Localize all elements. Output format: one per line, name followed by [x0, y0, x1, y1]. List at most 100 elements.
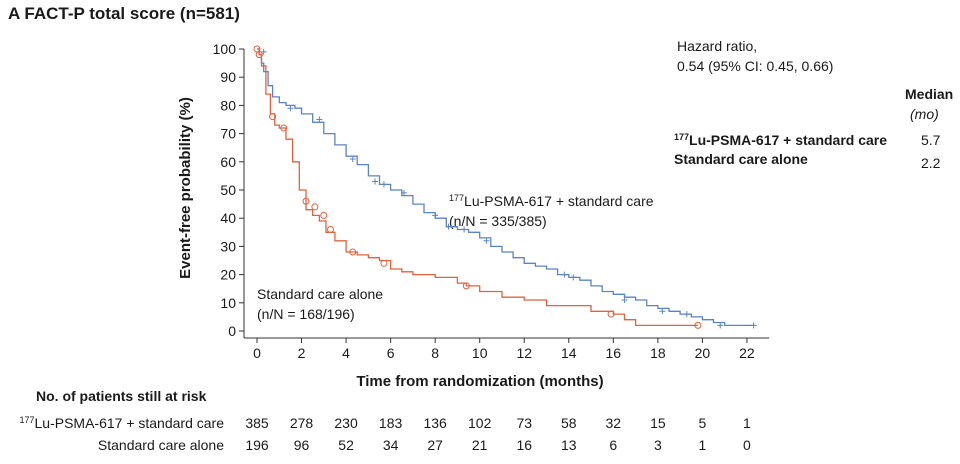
series-label-lu-n: (n/N = 335/385): [449, 213, 547, 229]
risk-cell: 5: [698, 415, 707, 431]
x-tick-label: 20: [695, 345, 711, 361]
risk-cell: 278: [289, 415, 314, 431]
risk-cell: 102: [468, 415, 492, 431]
x-tick-label: 18: [650, 345, 666, 361]
x-tick-label: 22: [739, 345, 755, 361]
x-axis-label: Time from randomization (months): [356, 373, 603, 390]
x-tick-label: 4: [342, 345, 350, 361]
risk-cell: 16: [516, 437, 533, 453]
risk-cell: 183: [378, 415, 403, 431]
risk-cell: 6: [609, 437, 618, 453]
series-label-lu: 177Lu-PSMA-617 + standard care: [449, 193, 654, 209]
censor-mark-sc: [269, 113, 277, 121]
censor-mark-lu: [561, 271, 568, 278]
series-label-lu-main: Lu-PSMA-617 + standard care: [464, 193, 654, 209]
hazard-ratio-title: Hazard ratio,: [677, 38, 758, 54]
risk-row-label-lu-text: Lu-PSMA-617 + standard care: [34, 415, 225, 431]
x-tick-label: 6: [387, 345, 395, 361]
censor-mark-sc: [607, 310, 615, 318]
risk-cell: 73: [516, 415, 533, 431]
x-tick-label: 12: [516, 345, 532, 361]
risk-cell: 1: [743, 415, 751, 431]
y-tick-label: 80: [220, 97, 236, 113]
censor-mark-sc: [311, 203, 319, 211]
y-tick-label: 30: [220, 238, 236, 254]
risk-cell: 136: [423, 415, 447, 431]
x-tick-label: 16: [606, 345, 622, 361]
median-legend-lu-sup: 177: [674, 132, 690, 142]
km-curve-sc: [257, 48, 698, 327]
y-tick-label: 0: [228, 323, 236, 339]
risk-cell: 34: [382, 437, 399, 453]
panel-title: A FACT-P total score (n=581): [8, 4, 240, 23]
censor-mark-lu: [683, 311, 690, 318]
censor-mark-sc: [462, 282, 470, 290]
censor-mark-sc: [302, 197, 310, 205]
series-label-sc-n: (n/N = 168/196): [257, 306, 355, 322]
censor-mark-lu: [372, 178, 379, 185]
median-legend-sc: Standard care alone: [674, 151, 808, 167]
median-legend-lu-name: Lu-PSMA-617 + standard care: [689, 132, 888, 148]
risk-row-label-sc: Standard care alone: [97, 437, 224, 453]
censor-mark-lu: [316, 116, 323, 123]
risk-cell: 0: [743, 437, 751, 453]
x-tick-label: 10: [472, 345, 488, 361]
censor-mark-sc: [280, 124, 288, 132]
y-tick-label: 70: [220, 126, 236, 142]
risk-cell: 13: [560, 437, 577, 453]
y-tick-label: 50: [220, 182, 236, 198]
risk-cell: 3: [653, 437, 662, 453]
risk-cell: 196: [245, 437, 269, 453]
risk-cell: 15: [650, 415, 666, 431]
risk-cell: 32: [605, 415, 622, 431]
x-tick-label: 0: [253, 345, 261, 361]
hazard-ratio-value: 0.54 (95% CI: 0.45, 0.66): [677, 58, 834, 74]
censor-mark-lu: [750, 322, 757, 329]
risk-cell: 230: [334, 415, 358, 431]
risk-cell: 58: [560, 415, 577, 431]
censor-mark-lu: [659, 308, 666, 315]
median-unit: (mo): [910, 106, 939, 122]
censor-mark-lu: [483, 237, 490, 244]
censor-mark-sc: [694, 321, 702, 329]
x-tick-label: 8: [431, 345, 439, 361]
censor-mark-sc: [380, 259, 388, 267]
censor-mark-lu: [349, 155, 356, 162]
risk-row-label-lu-sup: 177: [19, 415, 35, 425]
y-tick-label: 100: [213, 41, 237, 57]
risk-cell: 52: [338, 437, 354, 453]
median-value-lu: 5.7: [921, 132, 941, 148]
censor-mark-sc: [326, 225, 334, 233]
km-plot: Event-free probability (%) Time from ran…: [177, 41, 770, 390]
y-tick-label: 20: [220, 267, 236, 283]
censor-mark-sc: [255, 51, 263, 59]
median-value-sc: 2.2: [921, 155, 941, 171]
censor-mark-lu: [432, 212, 439, 219]
censor-mark-lu: [461, 226, 468, 233]
risk-cell: 385: [245, 415, 269, 431]
series-label-lu-sup: 177: [449, 193, 464, 203]
censor-mark-sc: [320, 211, 328, 219]
risk-cell: 1: [698, 437, 707, 453]
censor-mark-sc: [349, 248, 357, 256]
median-legend-lu: 177Lu-PSMA-617 + standard care: [674, 132, 887, 148]
x-tick-label: 2: [298, 345, 306, 361]
risk-row-label-lu: 177Lu-PSMA-617 + standard care: [0, 415, 224, 431]
y-tick-label: 60: [220, 154, 236, 170]
censor-mark-lu: [260, 48, 267, 55]
km-curve-lu: [257, 48, 754, 327]
censor-mark-lu: [380, 181, 387, 188]
x-tick-label: 14: [561, 345, 577, 361]
censor-mark-lu: [621, 296, 628, 303]
censor-mark-lu: [287, 105, 294, 112]
risk-cell: 27: [427, 437, 443, 453]
y-tick-label: 10: [220, 295, 236, 311]
censor-mark-lu: [445, 223, 452, 230]
risk-cell: 21: [471, 437, 488, 453]
risk-table-title: No. of patients still at risk: [36, 388, 207, 404]
series-label-sc: Standard care alone: [257, 286, 383, 302]
censor-mark-lu: [570, 274, 577, 281]
y-axis-label: Event-free probability (%): [177, 97, 194, 279]
censor-mark-lu: [717, 322, 724, 329]
median-header: Median: [905, 86, 954, 102]
